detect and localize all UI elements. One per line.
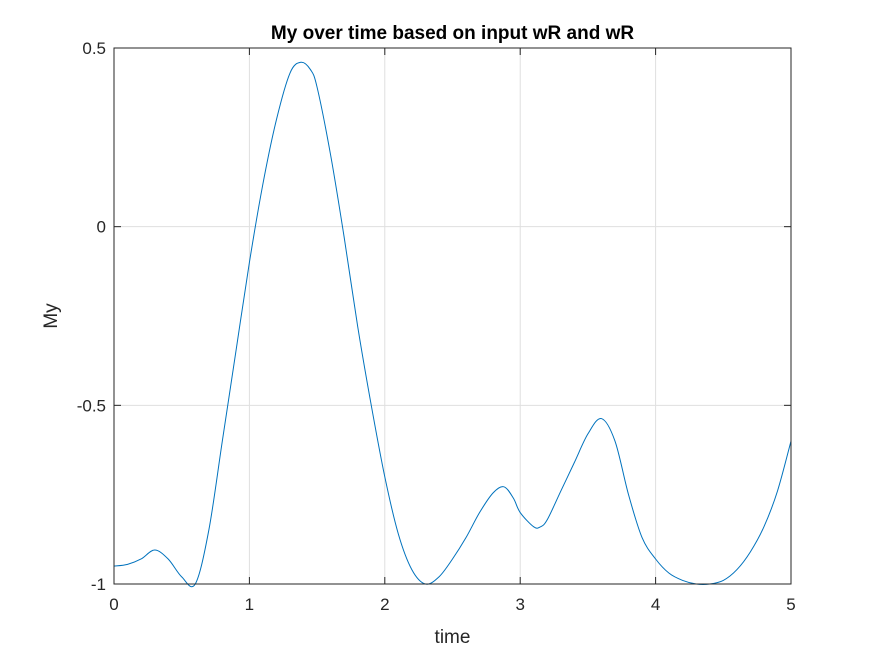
y-tick-label: 0 xyxy=(97,218,106,237)
chart-title: My over time based on input wR and wR xyxy=(271,23,634,44)
series-lines xyxy=(113,61,792,588)
y-tick-label: 0.5 xyxy=(82,39,106,58)
x-tick-label: 1 xyxy=(245,595,254,614)
axes-box xyxy=(113,47,792,585)
y-tick-label: -1 xyxy=(91,575,106,594)
x-tick-label: 4 xyxy=(651,595,660,614)
y-axis-label: My xyxy=(41,303,62,329)
tick-marks xyxy=(113,47,792,585)
plot-background xyxy=(114,48,791,584)
x-tick-label: 0 xyxy=(109,595,118,614)
y-tick-label: -0.5 xyxy=(77,396,106,415)
x-tick-label: 5 xyxy=(786,595,795,614)
x-tick-label: 2 xyxy=(380,595,389,614)
series-line xyxy=(113,61,792,588)
x-tick-label: 3 xyxy=(515,595,524,614)
x-axis-label: time xyxy=(435,627,471,648)
tick-labels: 0 1 2 3 4 5 -1 -0.5 0 0.5 xyxy=(77,39,796,614)
